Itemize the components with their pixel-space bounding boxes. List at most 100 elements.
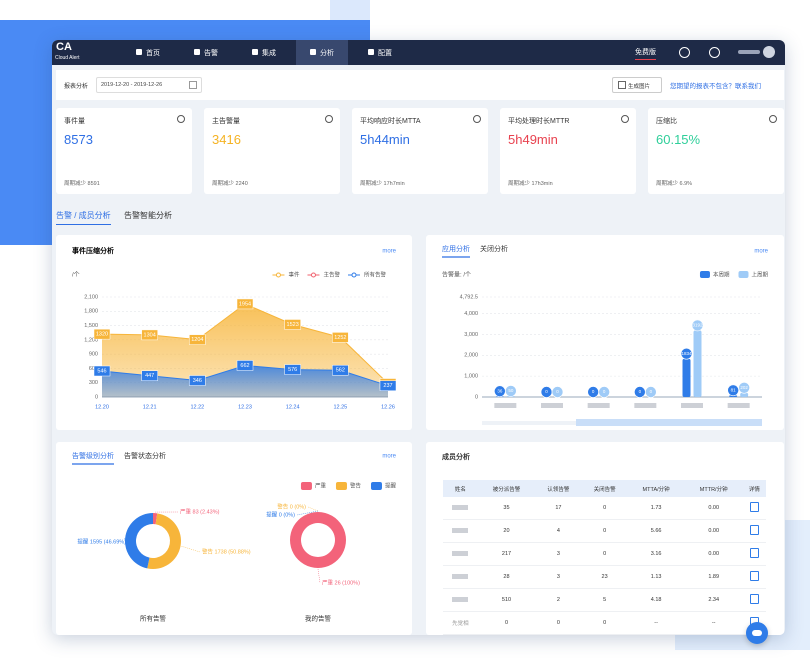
legend-swatch (370, 482, 382, 490)
tab[interactable]: 告警 / 成员分析 (56, 210, 111, 225)
more-link[interactable]: more (382, 454, 396, 460)
legend-swatch (335, 482, 347, 490)
blurred-label (681, 403, 703, 408)
menu-item[interactable]: 分析 (296, 40, 348, 65)
donut-segment (153, 513, 158, 525)
menu-icon (368, 49, 374, 55)
y-tick-label: 1,800 (84, 309, 98, 315)
table-cell: 0 (504, 620, 509, 626)
bar (693, 330, 702, 397)
table-row: 先觉相 0 0 0 -- -- (443, 612, 766, 635)
info-icon (177, 115, 185, 123)
detail-icon[interactable] (749, 571, 759, 581)
tab[interactable]: 关闭分析 (480, 244, 508, 253)
kpi-value: 3416 (212, 132, 241, 147)
bar (682, 358, 691, 397)
tab[interactable]: 应用分析 (442, 244, 470, 253)
x-tick-label: 12.25 (333, 404, 347, 410)
table-cell: -- (654, 620, 658, 626)
app-window: CA Cloud Alert 首页 告警 集成 分析 配置 免费版 报表分析 2019-… (52, 40, 785, 635)
x-tick-label: 12.26 (381, 404, 395, 410)
value-label: 81 (731, 387, 737, 392)
value-label: 576 (288, 367, 297, 373)
logo: CA (56, 41, 72, 53)
y-tick-label: 1,500 (84, 323, 98, 329)
value-label: 546 (97, 368, 106, 374)
value-box (93, 328, 111, 340)
legend-swatch (699, 271, 710, 278)
table-cell: 35 (503, 505, 510, 511)
y-tick-label: 1,000 (464, 374, 478, 380)
kpi-title: 平均处理时长MTTR (508, 118, 570, 125)
value-label: 50 (508, 388, 514, 393)
x-tick-label: 12.21 (143, 404, 157, 410)
decor-block (330, 0, 370, 20)
scrollbar-thumb[interactable] (576, 419, 762, 426)
table-cell: 2.34 (708, 597, 720, 603)
value-box (236, 360, 254, 371)
avatar[interactable] (763, 46, 775, 58)
detail-icon[interactable] (749, 502, 759, 512)
detail-icon[interactable] (749, 548, 759, 558)
menu-item[interactable]: 首页 (122, 40, 174, 65)
user-name[interactable] (738, 50, 760, 54)
value-box (93, 365, 111, 377)
column-header: 姓名 (454, 486, 466, 493)
legend-label: 本周期 (713, 270, 730, 278)
menu-item[interactable]: 配置 (354, 40, 406, 65)
value-label: 警告 0 (0%) (277, 502, 306, 510)
value-box (141, 370, 158, 381)
table-cell: 0 (603, 528, 607, 534)
icon-button[interactable] (679, 47, 690, 58)
value-box (332, 364, 349, 376)
legend-label: 提醒 (385, 481, 397, 489)
menu-item[interactable]: 集成 (238, 40, 290, 65)
more-link[interactable]: more (754, 249, 768, 255)
table-cell: 4 (556, 528, 560, 534)
generate-button[interactable]: 生成图片 (612, 77, 662, 93)
table-cell: 28 (503, 574, 510, 580)
kpi-footer: 周期减少 17h7min (360, 181, 405, 187)
legend-swatch (300, 482, 312, 490)
legend-label: 严重 (315, 481, 327, 489)
menu-item[interactable]: 告警 (180, 40, 232, 65)
leader-line (317, 568, 321, 584)
table-cell: 1.89 (708, 574, 720, 580)
leader-line (123, 537, 129, 543)
chat-button[interactable] (746, 622, 768, 644)
calendar-icon (189, 81, 197, 89)
table-cell: 0 (603, 551, 607, 557)
table-cell: 0 (603, 505, 607, 511)
help-button[interactable] (709, 47, 720, 58)
contact-link[interactable]: 您期望的报表不包含？联系我们 (670, 83, 761, 90)
kpi-value: 60.15% (656, 132, 701, 147)
tab[interactable]: 告警级别分析 (72, 451, 114, 460)
value-box (141, 329, 158, 341)
more-link[interactable]: more (382, 249, 396, 255)
value-label: 1304 (144, 332, 156, 338)
column-header: 详情 (748, 486, 760, 493)
detail-icon[interactable] (749, 525, 759, 535)
table-cell: 4.18 (650, 597, 662, 603)
tab[interactable]: 告警智能分析 (124, 211, 172, 220)
y-tick-label: 900 (89, 352, 98, 358)
value-box (284, 319, 301, 330)
plan-badge[interactable]: 免费版 (635, 47, 656, 60)
kpi-title: 事件量 (64, 118, 85, 125)
donut-segment (289, 512, 346, 568)
tab[interactable]: 告警状态分析 (124, 451, 166, 460)
value-box (284, 364, 301, 375)
value-label: 1954 (239, 301, 251, 307)
value-label: 0 (545, 389, 548, 394)
kpi-footer: 周期减少 2240 (212, 181, 248, 187)
detail-cell (743, 520, 766, 543)
detail-icon[interactable] (749, 594, 759, 604)
toolbar-label: 报表分析 (64, 84, 89, 90)
table-cell: 0.00 (708, 528, 720, 534)
value-label: 1834 (681, 351, 692, 356)
value-label: 0 (556, 389, 559, 394)
date-input[interactable]: 2019-12-20 - 2019-12-26 (96, 77, 202, 93)
value-label: 0 (603, 389, 606, 394)
value-bubble (691, 319, 704, 332)
name-cell (443, 543, 478, 566)
